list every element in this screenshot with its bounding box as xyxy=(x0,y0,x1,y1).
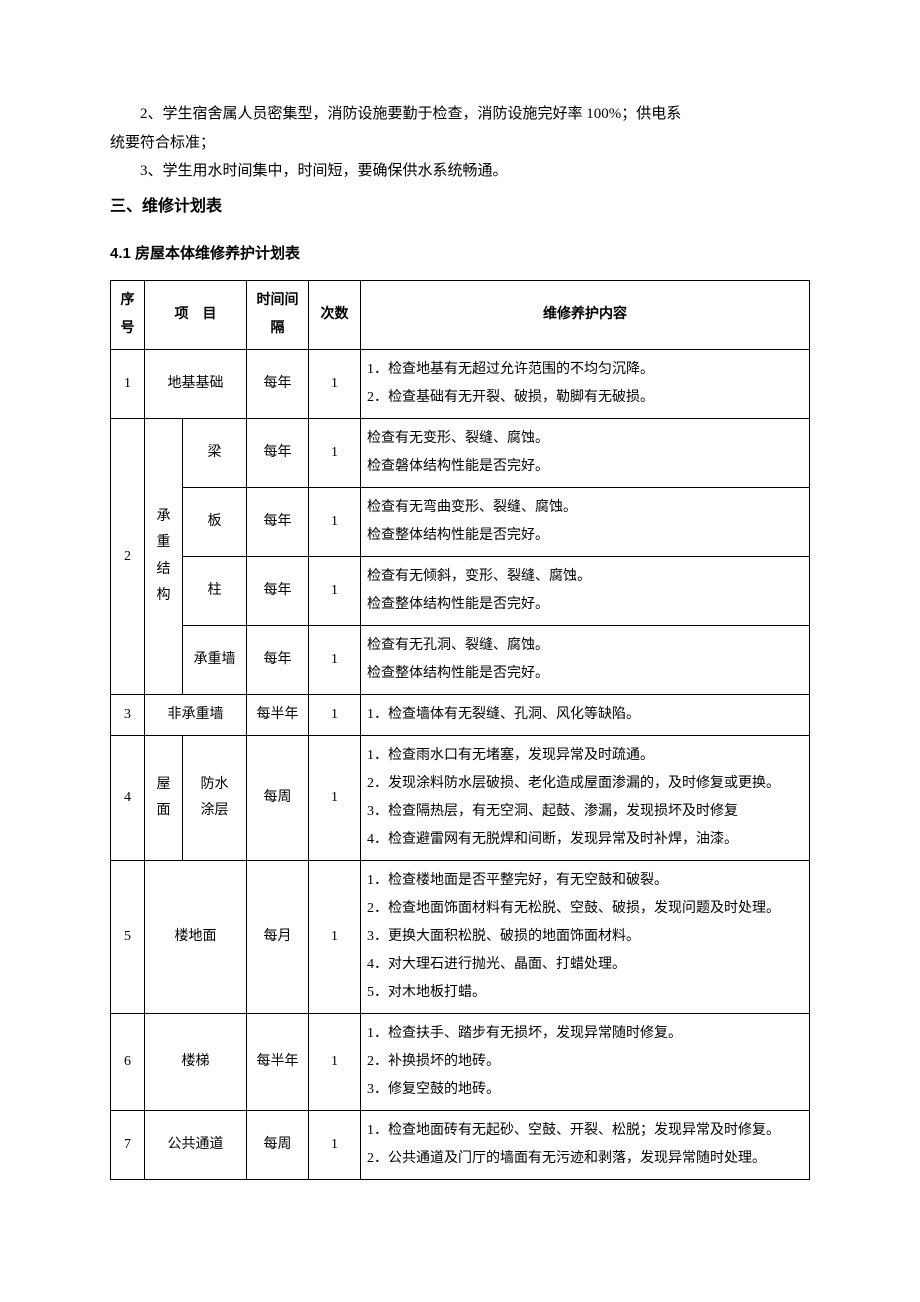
cell-num: 6 xyxy=(111,1014,145,1111)
cell-content: 1．检查楼地面是否平整完好，有无空鼓和破裂。2．检查地面饰面材料有无松脱、空鼓、… xyxy=(361,861,810,1014)
cell-content: 1．检查墙体有无裂缝、孔洞、风化等缺陷。 xyxy=(361,695,810,736)
cell-times: 1 xyxy=(309,626,361,695)
cell-content: 检查有无倾斜，变形、裂缝、腐蚀。检查整体结构性能是否完好。 xyxy=(361,557,810,626)
cell-subitem: 板 xyxy=(183,488,247,557)
table-row: 2 承重结构 梁 每年 1 检查有无变形、裂缝、腐蚀。检查磐体结构性能是否完好。 xyxy=(111,419,810,488)
th-times: 次数 xyxy=(309,281,361,350)
th-content: 维修养护内容 xyxy=(361,281,810,350)
cell-content: 1．检查扶手、踏步有无损坏，发现异常随时修复。2．补换损坏的地砖。3．修复空鼓的… xyxy=(361,1014,810,1111)
cell-num: 2 xyxy=(111,419,145,695)
cell-item: 楼梯 xyxy=(145,1014,247,1111)
table-row: 柱 每年 1 检查有无倾斜，变形、裂缝、腐蚀。检查整体结构性能是否完好。 xyxy=(111,557,810,626)
table-row: 5 楼地面 每月 1 1．检查楼地面是否平整完好，有无空鼓和破裂。2．检查地面饰… xyxy=(111,861,810,1014)
table-row: 6 楼梯 每半年 1 1．检查扶手、踏步有无损坏，发现异常随时修复。2．补换损坏… xyxy=(111,1014,810,1111)
th-interval: 时间间隔 xyxy=(247,281,309,350)
paragraph-2-line1: 2、学生宿舍属人员密集型，消防设施要勤于检查，消防设施完好率 100%；供电系 xyxy=(140,106,681,122)
cell-content: 检查有无变形、裂缝、腐蚀。检查磐体结构性能是否完好。 xyxy=(361,419,810,488)
cell-interval: 每月 xyxy=(247,861,309,1014)
paragraph-2-line2-wrap: 统要符合标准； xyxy=(110,129,810,158)
cell-interval: 每周 xyxy=(247,1111,309,1180)
cell-content: 1．检查地基有无超过允许范围的不均匀沉降。2．检查基础有无开裂、破损，勒脚有无破… xyxy=(361,350,810,419)
cell-interval: 每年 xyxy=(247,419,309,488)
heading-section-3: 三、维修计划表 xyxy=(110,192,810,222)
th-num: 序号 xyxy=(111,281,145,350)
cell-content: 1．检查地面砖有无起砂、空鼓、开裂、松脱；发现异常及时修复。2．公共通道及门厅的… xyxy=(361,1111,810,1180)
table-row: 7 公共通道 每周 1 1．检查地面砖有无起砂、空鼓、开裂、松脱；发现异常及时修… xyxy=(111,1111,810,1180)
cell-interval: 每年 xyxy=(247,488,309,557)
table-row: 承重墙 每年 1 检查有无孔洞、裂缝、腐蚀。检查整体结构性能是否完好。 xyxy=(111,626,810,695)
heading-section-4-1: 4.1 房屋本体维修养护计划表 xyxy=(110,240,810,269)
paragraph-2-line2: 统要符合标准； xyxy=(110,135,215,151)
paragraph-3-text: 3、学生用水时间集中，时间短，要确保供水系统畅通。 xyxy=(140,163,508,179)
cell-item: 地基基础 xyxy=(145,350,247,419)
cell-content: 检查有无弯曲变形、裂缝、腐蚀。检查整体结构性能是否完好。 xyxy=(361,488,810,557)
cell-item: 楼地面 xyxy=(145,861,247,1014)
cell-group: 承重结构 xyxy=(145,419,183,695)
th-item: 项 目 xyxy=(145,281,247,350)
cell-subitem: 承重墙 xyxy=(183,626,247,695)
cell-times: 1 xyxy=(309,350,361,419)
cell-times: 1 xyxy=(309,488,361,557)
table-header-row: 序号 项 目 时间间隔 次数 维修养护内容 xyxy=(111,281,810,350)
cell-interval: 每半年 xyxy=(247,695,309,736)
cell-times: 1 xyxy=(309,736,361,861)
table-row: 4 屋面 防水涂层 每周 1 1．检查雨水口有无堵塞，发现异常及时疏通。2．发现… xyxy=(111,736,810,861)
cell-item: 公共通道 xyxy=(145,1111,247,1180)
cell-group-b: 防水涂层 xyxy=(183,736,247,861)
cell-times: 1 xyxy=(309,557,361,626)
cell-times: 1 xyxy=(309,695,361,736)
paragraph-2: 2、学生宿舍属人员密集型，消防设施要勤于检查，消防设施完好率 100%；供电系 xyxy=(110,100,810,129)
cell-num: 3 xyxy=(111,695,145,736)
cell-content: 检查有无孔洞、裂缝、腐蚀。检查整体结构性能是否完好。 xyxy=(361,626,810,695)
cell-subitem: 梁 xyxy=(183,419,247,488)
cell-subitem: 柱 xyxy=(183,557,247,626)
cell-num: 7 xyxy=(111,1111,145,1180)
table-row: 板 每年 1 检查有无弯曲变形、裂缝、腐蚀。检查整体结构性能是否完好。 xyxy=(111,488,810,557)
table-row: 1 地基基础 每年 1 1．检查地基有无超过允许范围的不均匀沉降。2．检查基础有… xyxy=(111,350,810,419)
cell-interval: 每半年 xyxy=(247,1014,309,1111)
cell-times: 1 xyxy=(309,1014,361,1111)
cell-content: 1．检查雨水口有无堵塞，发现异常及时疏通。2．发现涂料防水层破损、老化造成屋面渗… xyxy=(361,736,810,861)
maintenance-plan-table: 序号 项 目 时间间隔 次数 维修养护内容 1 地基基础 每年 1 1．检查地基… xyxy=(110,280,810,1180)
cell-item: 非承重墙 xyxy=(145,695,247,736)
cell-num: 5 xyxy=(111,861,145,1014)
cell-num: 1 xyxy=(111,350,145,419)
cell-num: 4 xyxy=(111,736,145,861)
cell-interval: 每年 xyxy=(247,350,309,419)
cell-times: 1 xyxy=(309,419,361,488)
cell-times: 1 xyxy=(309,1111,361,1180)
paragraph-3: 3、学生用水时间集中，时间短，要确保供水系统畅通。 xyxy=(110,157,810,186)
table-row: 3 非承重墙 每半年 1 1．检查墙体有无裂缝、孔洞、风化等缺陷。 xyxy=(111,695,810,736)
cell-interval: 每周 xyxy=(247,736,309,861)
cell-times: 1 xyxy=(309,861,361,1014)
cell-interval: 每年 xyxy=(247,626,309,695)
cell-group-a: 屋面 xyxy=(145,736,183,861)
cell-interval: 每年 xyxy=(247,557,309,626)
